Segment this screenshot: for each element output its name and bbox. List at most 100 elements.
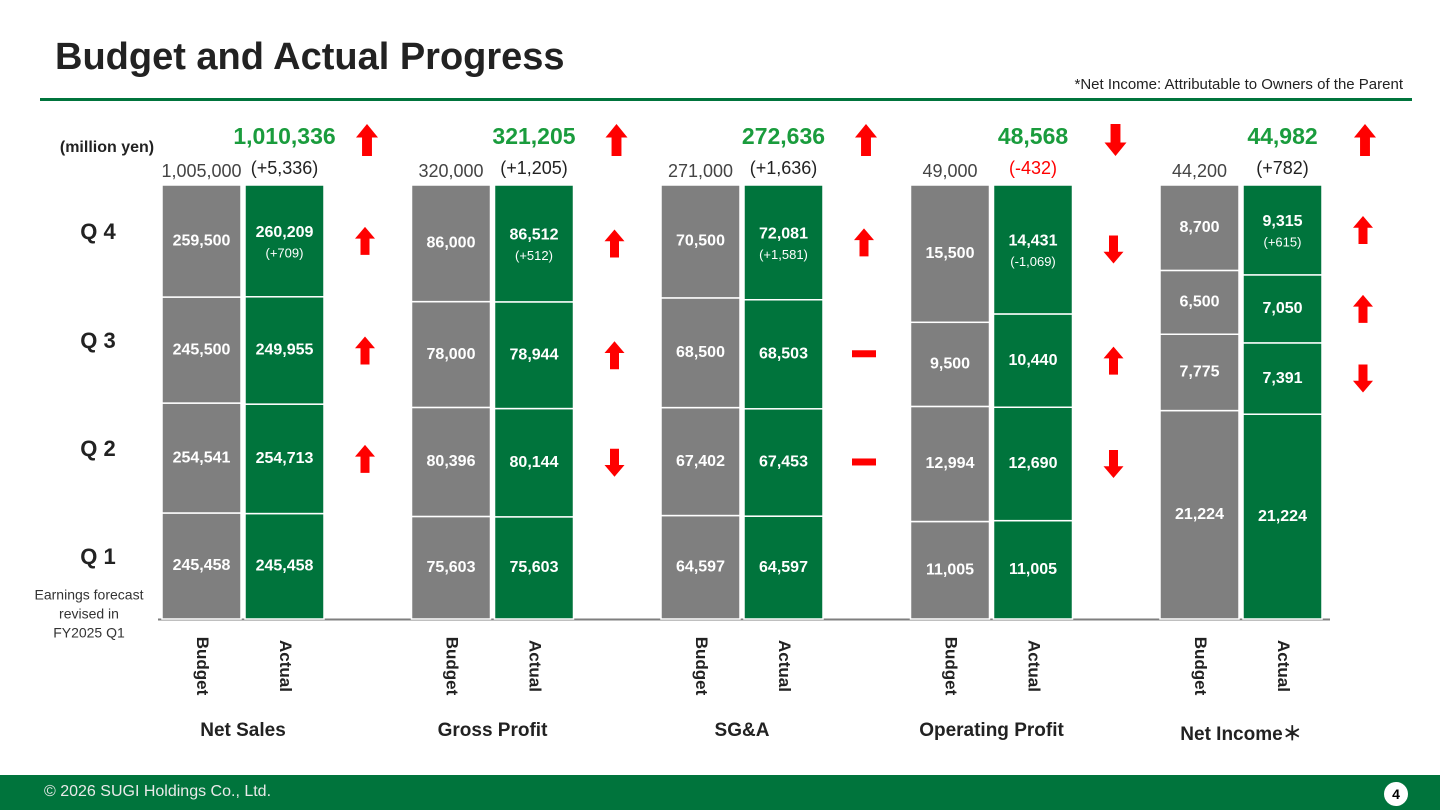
- group-2-q3-up-arrow-icon: [604, 341, 625, 370]
- group-5-budget-label-q2: 7,775: [1179, 364, 1219, 381]
- group-3-actual-sublabel-q4: (+1,581): [759, 247, 808, 262]
- group-4-diff: (-432): [1009, 158, 1057, 178]
- group-4-actual-bar-q3: [992, 313, 1074, 409]
- group-5-actual-bar-q1: [1242, 413, 1323, 620]
- group-4-actual-sublabel-q4: (-1,069): [1010, 254, 1056, 269]
- group-1-budget-bar-q1: [161, 512, 242, 620]
- group-2-q2-down-arrow-icon: [604, 448, 625, 477]
- group-5-budget-label-q3: 6,500: [1179, 294, 1219, 311]
- group-1-budget-label-q1: 245,458: [173, 557, 231, 574]
- forecast-note-line-3: FY2025 Q1: [53, 625, 125, 641]
- quarter-label-q1: Q 1: [80, 544, 115, 569]
- group-4-q4-down-arrow-icon: [1103, 235, 1124, 264]
- group-4-budget-label-q3: 9,500: [930, 356, 970, 373]
- group-1-actual-bar-q3: [244, 296, 325, 405]
- group-1-budget-label-q4: 259,500: [173, 232, 231, 249]
- group-2-budget-axis-label: Budget: [443, 637, 462, 696]
- group-3-actual-bar-q4: [743, 184, 824, 301]
- group-1-actual-label-q2: 254,713: [256, 450, 314, 467]
- group-5-actual-bar-q4: [1242, 184, 1323, 276]
- group-5-budget-label-q1: 21,224: [1175, 506, 1224, 523]
- group-4-budget-label-q1: 11,005: [926, 561, 974, 578]
- group-1-actual-bar-q2: [244, 403, 325, 515]
- group-3-budget-label-q2: 67,402: [676, 453, 725, 470]
- group-5-budget-axis-label: Budget: [1191, 637, 1210, 696]
- group-3-budget-label-q1: 64,597: [676, 558, 725, 575]
- group-1-budget-bar-q4: [161, 184, 242, 298]
- group-4-budget-total: 49,000: [922, 161, 977, 181]
- group-2-budget-bar-q3: [410, 300, 492, 409]
- group-2-budget-label-q1: 75,603: [427, 559, 476, 576]
- group-1-actual-axis-label: Actual: [276, 640, 295, 692]
- group-4-actual-bar-q1: [992, 519, 1074, 620]
- group-2-budget-bar-q4: [410, 184, 492, 303]
- group-2-actual-bar-q3: [493, 301, 575, 410]
- group-3-total-up-arrow-icon: [855, 124, 877, 156]
- group-1-budget-bar-q2: [161, 402, 242, 514]
- group-5-actual-total: 44,982: [1247, 123, 1317, 149]
- group-2-name: Gross Profit: [438, 720, 548, 741]
- group-2-actual-total: 321,205: [492, 123, 575, 149]
- group-4-q3-up-arrow-icon: [1103, 346, 1124, 375]
- group-5-actual-axis-label: Actual: [1274, 640, 1293, 692]
- group-2-actual-sublabel-q4: (+512): [515, 248, 553, 263]
- group-5-budget-total: 44,200: [1172, 161, 1227, 181]
- group-5-actual-label-q3: 7,050: [1262, 300, 1302, 317]
- group-3-name: SG&A: [715, 720, 770, 741]
- group-2-budget-label-q4: 86,000: [427, 235, 476, 252]
- group-3-actual-bar-q1: [743, 515, 824, 620]
- group-3-budget-total: 271,000: [668, 161, 733, 181]
- group-1-actual-total: 1,010,336: [233, 123, 335, 149]
- group-4-budget-label-q2: 12,994: [926, 455, 975, 472]
- group-2-actual-bar-q2: [493, 407, 575, 518]
- group-2-budget-label-q3: 78,000: [427, 346, 476, 363]
- group-3-actual-bar-q2: [743, 408, 824, 517]
- group-4-actual-total: 48,568: [998, 123, 1069, 149]
- group-3-diff: (+1,636): [750, 158, 818, 178]
- group-5-actual-label-q1: 21,224: [1258, 508, 1307, 525]
- group-3-budget-bar-q1: [660, 514, 741, 620]
- group-3-actual-label-q1: 64,597: [759, 559, 808, 576]
- group-1-q4-up-arrow-icon: [355, 226, 375, 255]
- group-4-actual-bar-q2: [992, 406, 1074, 522]
- group-3-budget-axis-label: Budget: [692, 637, 711, 696]
- group-5-actual-label-q4: 9,315: [1262, 213, 1302, 230]
- group-2-actual-label-q4: 86,512: [510, 227, 559, 244]
- group-3-actual-axis-label: Actual: [775, 640, 794, 692]
- group-1-q3-up-arrow-icon: [355, 336, 375, 365]
- group-1-actual-label-q4: 260,209: [256, 224, 314, 241]
- footer-bar: © 2026 SUGI Holdings Co., Ltd. 4: [0, 775, 1440, 810]
- group-4-total-down-arrow-icon: [1104, 124, 1127, 156]
- group-3-actual-total: 272,636: [742, 123, 825, 149]
- group-1-actual-sublabel-q4: (+709): [266, 245, 304, 260]
- group-2-budget-label-q2: 80,396: [427, 453, 476, 470]
- group-3-actual-label-q2: 67,453: [759, 454, 808, 471]
- group-4-actual-label-q3: 10,440: [1009, 352, 1058, 369]
- group-4-budget-axis-label: Budget: [942, 637, 961, 696]
- group-1-actual-bar-q1: [244, 512, 325, 620]
- group-1-name: Net Sales: [200, 720, 286, 741]
- group-2-q4-up-arrow-icon: [604, 229, 625, 258]
- quarter-label-q3: Q 3: [80, 328, 115, 353]
- group-5-actual-label-q2: 7,391: [1262, 370, 1302, 387]
- group-2-actual-bar-q1: [493, 516, 575, 620]
- net-income-footnote: *Net Income: Attributable to Owners of t…: [1074, 76, 1403, 93]
- unit-label: (million yen): [60, 139, 154, 156]
- group-1-actual-label-q1: 245,458: [256, 557, 314, 574]
- group-5-total-up-arrow-icon: [1354, 124, 1376, 156]
- group-1-q2-up-arrow-icon: [355, 444, 375, 473]
- group-5-actual-bar-q2: [1242, 342, 1323, 415]
- group-1-budget-label-q3: 245,500: [173, 341, 231, 358]
- group-2-diff: (+1,205): [500, 158, 568, 178]
- group-1-diff: (+5,336): [251, 158, 319, 178]
- group-1-budget-bar-q3: [161, 296, 242, 404]
- group-3-q3-flat-mark-icon: [852, 350, 876, 358]
- group-4-actual-label-q1: 11,005: [1009, 561, 1057, 578]
- title-underline: [40, 98, 1412, 101]
- group-4-budget-label-q4: 15,500: [926, 245, 975, 262]
- group-3-actual-bar-q3: [743, 298, 824, 410]
- budget-actual-chart: 245,458 254,541 245,500 259,500 245,458 254,7…: [35, 123, 1376, 745]
- group-5-q4-up-arrow-icon: [1353, 215, 1373, 244]
- group-4-budget-bar-q1: [909, 520, 991, 620]
- group-5-q2-down-arrow-icon: [1353, 364, 1373, 393]
